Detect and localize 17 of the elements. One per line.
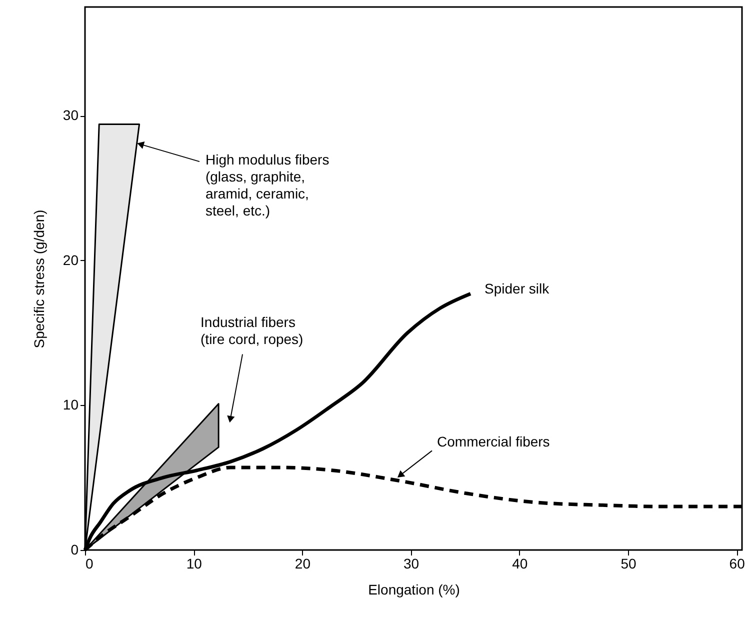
annotation: High modulus fibers (glass, graphite, aramid, ceramic, steel, etc.) xyxy=(205,152,330,219)
annotation: Spider silk xyxy=(484,280,550,297)
x-tick-label: 60 xyxy=(729,556,746,572)
x-tick-label: 20 xyxy=(294,556,311,572)
y-tick-label: 30 xyxy=(62,107,79,124)
y-tick-label: 0 xyxy=(70,542,79,558)
x-axis-title: Elongation (%) xyxy=(368,582,460,598)
y-tick-label: 10 xyxy=(62,396,79,413)
annotation: Commercial fibers xyxy=(437,434,550,450)
annotation: Industrial fibers (tire cord, ropes) xyxy=(200,314,304,348)
x-tick-label: 30 xyxy=(403,556,420,572)
y-tick-label: 20 xyxy=(62,252,79,268)
x-tick-label: 0 xyxy=(86,556,94,572)
x-tick-label: 40 xyxy=(512,556,528,572)
y-axis-title: Specific stress (g/den) xyxy=(30,210,47,348)
x-tick-label: 50 xyxy=(620,556,636,572)
x-tick-label: 10 xyxy=(186,556,202,572)
